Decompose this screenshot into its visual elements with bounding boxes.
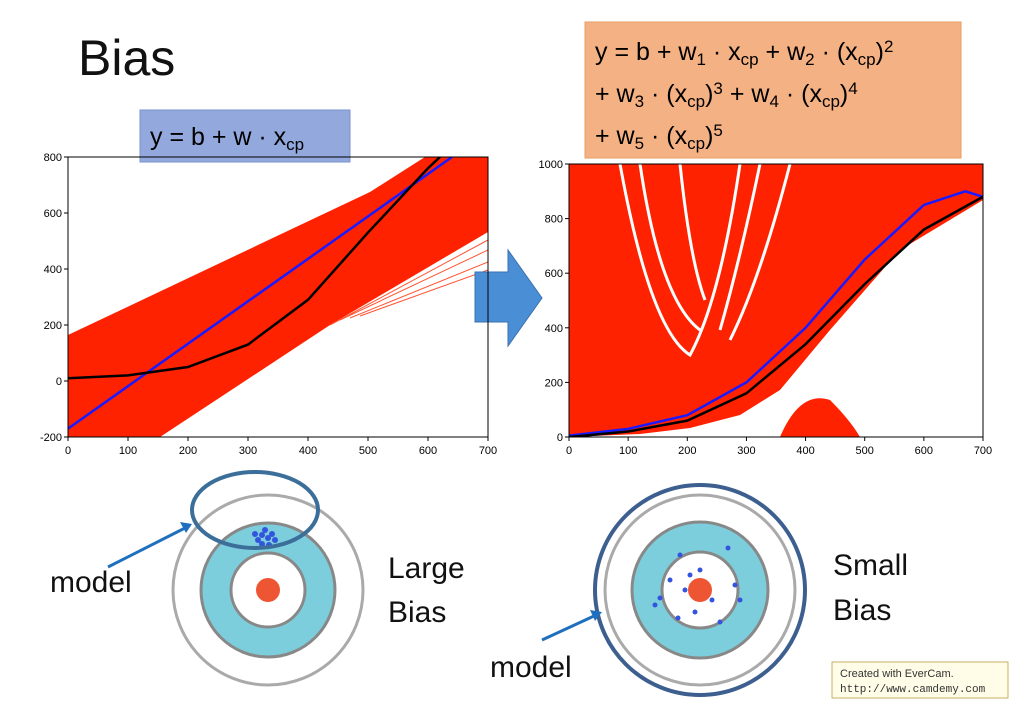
y-tick-label: 200 xyxy=(545,377,563,389)
formula-part: · (x xyxy=(644,122,688,150)
formula-part: + w xyxy=(759,38,806,66)
x-tick-label: 600 xyxy=(419,445,437,457)
formula: + w3 · (xcp)3 + w4 · (xcp)4 xyxy=(595,79,858,111)
formula-part: 4 xyxy=(769,92,778,111)
arrow xyxy=(474,248,543,348)
chart xyxy=(68,157,453,430)
label: Bias xyxy=(388,596,446,629)
formula-part: y = b + w xyxy=(595,38,697,66)
chart xyxy=(569,189,983,437)
x-tick-label: 100 xyxy=(619,445,637,457)
formula-part: cp xyxy=(687,134,705,153)
fit-bundle xyxy=(68,157,488,437)
plot-frame xyxy=(67,156,489,438)
x-tick-label: 700 xyxy=(479,445,497,457)
watermark: Created with EverCam. xyxy=(840,668,954,680)
formula: y = b + w1 · xcp + w2 · (xcp)2 xyxy=(595,37,893,69)
x-tick-label: 400 xyxy=(299,445,317,457)
y-tick-label: 0 xyxy=(557,432,563,444)
x-tick-label: 0 xyxy=(566,445,572,457)
formula-part: 4 xyxy=(848,79,857,98)
formula-part: ) xyxy=(705,80,713,108)
y-tick-label: 200 xyxy=(44,320,62,332)
formula-box xyxy=(139,109,351,163)
formula-part: · (x xyxy=(644,80,688,108)
x-tick-label: 300 xyxy=(737,445,755,457)
x-tick-label: 300 xyxy=(239,445,257,457)
x-tick-label: 100 xyxy=(119,445,137,457)
formula-part: ) xyxy=(705,122,713,150)
series-line xyxy=(569,195,983,437)
formula-part: · (x xyxy=(815,38,859,66)
formula-part: 3 xyxy=(635,92,644,111)
x-tick-label: 400 xyxy=(796,445,814,457)
x-tick-label: 200 xyxy=(179,445,197,457)
formula-part: 1 xyxy=(696,50,705,69)
formula-part: · (x xyxy=(779,80,823,108)
formula: y = b + w · xcp xyxy=(150,123,304,154)
formula-part: y = b + w · x xyxy=(150,123,287,151)
y-tick-label: 600 xyxy=(44,208,62,220)
plot-frame xyxy=(568,163,984,438)
formula-part: ) xyxy=(840,80,848,108)
series-line xyxy=(569,189,983,437)
formula-part: + w xyxy=(723,80,770,108)
label: Large xyxy=(388,552,465,585)
watermark-box xyxy=(831,661,1009,699)
y-tick-label: 400 xyxy=(44,264,62,276)
formula-part: cp xyxy=(822,92,840,111)
x-tick-label: 600 xyxy=(915,445,933,457)
y-tick-label: 800 xyxy=(44,152,62,164)
formula-part: + w xyxy=(595,122,636,150)
formula-part: cp xyxy=(741,50,759,69)
formula-part: cp xyxy=(858,50,876,69)
label: model xyxy=(50,566,132,599)
target xyxy=(107,470,365,687)
target xyxy=(541,483,807,697)
x-tick-label: 0 xyxy=(65,445,71,457)
x-tick-label: 500 xyxy=(856,445,874,457)
y-tick-label: 0 xyxy=(56,376,62,388)
x-tick-label: 700 xyxy=(974,445,992,457)
watermark: http://www.camdemy.com xyxy=(840,684,986,696)
x-tick-label: 200 xyxy=(678,445,696,457)
formula-part: 3 xyxy=(713,79,722,98)
fit-bundle xyxy=(569,164,983,437)
series-line xyxy=(68,157,453,430)
label: Bias xyxy=(833,594,891,627)
y-tick-label: 600 xyxy=(545,268,563,280)
formula-part: 2 xyxy=(884,37,893,56)
x-tick-label: 500 xyxy=(359,445,377,457)
label: Small xyxy=(833,549,908,582)
formula-part: 2 xyxy=(805,50,814,69)
y-tick-label: -200 xyxy=(40,432,62,444)
y-tick-label: 800 xyxy=(545,214,563,226)
slide-title: Bias xyxy=(78,30,175,86)
formula-part: cp xyxy=(687,92,705,111)
series-line xyxy=(68,157,441,380)
y-tick-label: 400 xyxy=(545,323,563,335)
label: model xyxy=(490,651,572,684)
formula: + w5 · (xcp)5 xyxy=(595,121,723,153)
formula-part: · x xyxy=(706,38,741,66)
formula-box xyxy=(584,21,962,159)
y-tick-label: 1000 xyxy=(539,159,563,171)
formula-part: cp xyxy=(286,135,304,154)
formula-part: ) xyxy=(876,38,884,66)
formula-part: 5 xyxy=(635,134,644,153)
formula-part: 5 xyxy=(713,121,722,140)
formula-part: + w xyxy=(595,80,636,108)
